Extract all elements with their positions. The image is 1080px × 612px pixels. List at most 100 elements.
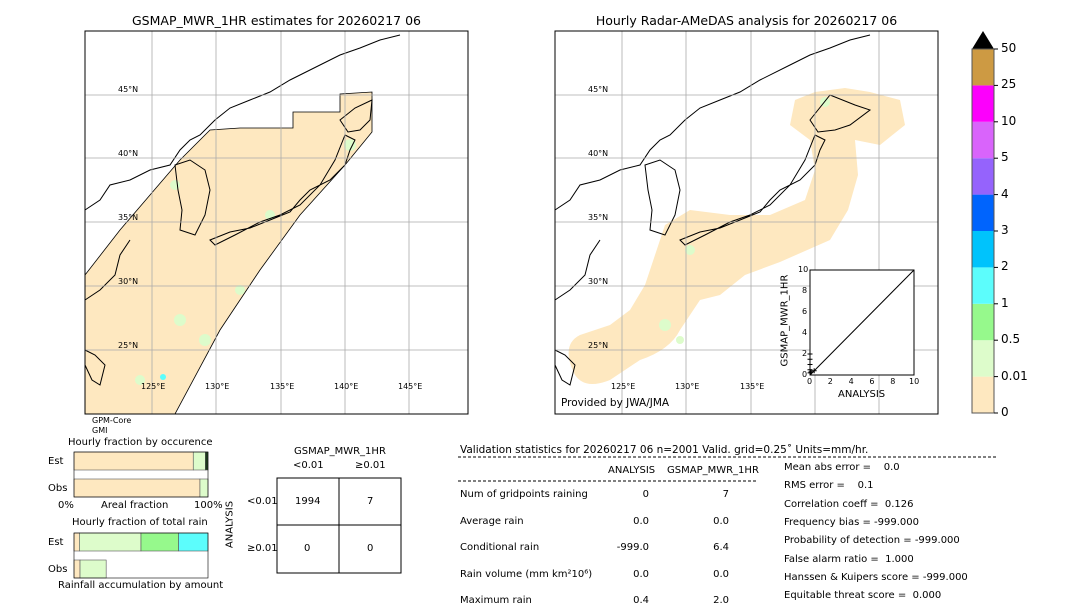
validation-score: Mean abs error = 0.0: [784, 462, 900, 473]
scatter-point: [807, 362, 813, 367]
contingency-cell: 0: [367, 543, 374, 554]
colorbar-segment: [972, 121, 994, 159]
bar-segment: [73, 451, 194, 471]
validation-analysis-value: 0: [642, 489, 649, 500]
scatter-xtick-label: 2: [827, 377, 833, 386]
scatter-point: [808, 369, 814, 375]
contingency-col-header: ≥0.01: [355, 460, 386, 471]
lat-label: 45°N: [588, 85, 609, 94]
colorbar-tick-label: 50: [1001, 41, 1017, 55]
scatter-ytick-label: 6: [802, 307, 808, 316]
validation-gsmap-value: 6.4: [713, 542, 729, 553]
left-map-rain-area: [84, 91, 373, 415]
lon-label: 125°E: [141, 382, 166, 391]
lat-label: 30°N: [588, 277, 609, 286]
lon-label: 125°E: [611, 382, 636, 391]
left-map-title: GSMAP_MWR_1HR estimates for 20260217 06: [132, 13, 421, 28]
total-rain-est-label: Est: [48, 537, 64, 548]
lat-label: 35°N: [118, 213, 139, 222]
validation-row-label: Maximum rain: [460, 595, 532, 606]
validation-score: Correlation coeff = 0.126: [784, 498, 914, 510]
colorbar-segment: [972, 231, 994, 268]
lat-label: 45°N: [118, 85, 139, 94]
scatter-point: [807, 351, 813, 357]
satellite-name: GPM-Core: [92, 416, 132, 425]
contingency-col-header: <0.01: [293, 460, 324, 471]
left-map-moderate-rain: [160, 374, 166, 380]
left-map: [84, 30, 469, 415]
colorbar-tick-label: 0.5: [1001, 332, 1021, 347]
colorbar-tick-label: 0.01: [1001, 368, 1028, 383]
total-rain-title: Hourly fraction of total rain: [72, 517, 208, 528]
colorbar: [971, 31, 998, 414]
validation-analysis-value: 0.0: [633, 568, 649, 580]
validation-gsmap-value: 0.0: [713, 515, 729, 527]
bar-segment: [73, 559, 81, 579]
colorbar-tick-label: 25: [1001, 77, 1017, 92]
scatter-ytick-label: 2: [802, 349, 808, 358]
colorbar-segment: [972, 303, 994, 341]
lat-label: 30°N: [118, 277, 139, 286]
bar-segment: [199, 478, 209, 498]
validation-row-label: Rain volume (mm km²10⁶): [460, 568, 593, 580]
colorbar-tick-label: 10: [1001, 113, 1017, 128]
total-rain-xlabel: Rainfall accumulation by amount: [58, 580, 224, 591]
validation-analysis-value: 0.0: [633, 515, 649, 527]
validation-gsmap-value: 0.0: [713, 568, 729, 580]
scatter-ytick-label: 0: [802, 370, 808, 379]
bar-segment: [73, 478, 201, 498]
scatter-xtick-label: 4: [848, 377, 854, 386]
colorbar-tick-label: 3: [1001, 223, 1009, 237]
left-map-frame: [84, 30, 469, 415]
lon-label: 130°E: [675, 382, 700, 391]
validation-score: Equitable threat score = 0.000: [784, 590, 942, 602]
validation-score: Frequency bias = -999.000: [784, 516, 919, 528]
bar-segment: [178, 532, 209, 552]
scatter-xtick-label: 8: [890, 377, 896, 386]
bar-segment: [192, 451, 206, 471]
colorbar-segment: [972, 376, 994, 413]
lat-label: 40°N: [588, 149, 609, 158]
scatter-marks: [807, 269, 915, 376]
contingency-row-axis-label: ANALYSIS: [224, 500, 236, 549]
validation-row-label: Average rain: [460, 515, 524, 527]
lon-label: 145°E: [398, 382, 423, 391]
contingency-row-header: ≥0.01: [247, 543, 278, 554]
colorbar-segment: [972, 340, 994, 377]
scatter-ytick-label: 10: [798, 265, 809, 274]
left-map-gridlines: [85, 31, 468, 414]
validation-row-label: Conditional rain: [460, 542, 540, 553]
lat-label: 25°N: [588, 341, 609, 350]
occurrence-xtick-left: 0%: [58, 500, 74, 511]
colorbar-segment: [972, 49, 994, 86]
bar-segment: [205, 451, 209, 471]
bar-segment: [73, 532, 80, 552]
contingency-cell: 0: [304, 543, 311, 554]
right-map-frame: [554, 30, 939, 415]
colorbar-segment: [972, 267, 994, 304]
colorbar-segment: [972, 194, 994, 231]
right-map-rain-area: [568, 88, 905, 384]
right-map-title: Hourly Radar-AMeDAS analysis for 2026021…: [595, 13, 898, 28]
occurrence-title: Hourly fraction by occurence: [68, 437, 213, 448]
lon-label: 135°E: [270, 382, 295, 391]
total-rain-obs-label: Obs: [48, 564, 68, 575]
occurrence-xtick-right: 100%: [194, 500, 223, 511]
scatter-xlabel: ANALYSIS: [838, 389, 886, 400]
contingency-row-header: <0.01: [247, 496, 278, 507]
colorbar-tick-label: 4: [1001, 186, 1009, 201]
contingency-title: GSMAP_MWR_1HR: [294, 446, 386, 457]
occurrence-est-label: Est: [48, 456, 64, 467]
validation-col-analysis: ANALYSIS: [608, 465, 656, 476]
scatter-xtick-label: 6: [869, 377, 875, 386]
lon-label: 140°E: [334, 382, 359, 391]
validation-row-label: Num of gridpoints raining: [460, 489, 588, 500]
bar-segment: [79, 559, 107, 579]
scatter-xtick-label: 10: [909, 377, 920, 386]
validation-score: Probability of detection = -999.000: [784, 535, 960, 547]
bar-frame: [73, 451, 209, 498]
lat-label: 25°N: [118, 341, 139, 350]
colorbar-segment: [972, 85, 994, 122]
